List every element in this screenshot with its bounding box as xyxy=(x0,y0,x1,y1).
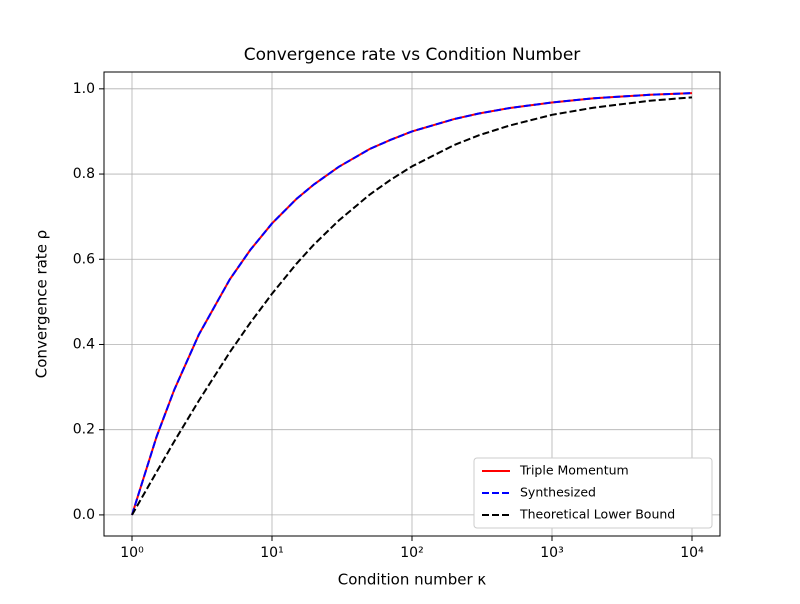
plot-frame xyxy=(103,71,721,537)
y-tick-label: 0.2 xyxy=(73,422,95,438)
x-tick-label: 10⁴ xyxy=(680,545,704,561)
x-axis-label: Condition number κ xyxy=(338,571,487,589)
x-tick-label: 10⁰ xyxy=(120,545,144,561)
y-axis-label: Convergence rate ρ xyxy=(33,230,51,378)
x-tick-label: 10² xyxy=(400,545,423,561)
x-tick-label: 10³ xyxy=(540,545,563,561)
data-line xyxy=(131,92,693,516)
legend-label: Synthesized xyxy=(520,485,596,500)
y-tick-label: 0.6 xyxy=(73,251,95,267)
chart-title: Convergence rate vs Condition Number xyxy=(244,45,581,65)
y-tick-label: 0.8 xyxy=(73,166,95,182)
y-tick-label: 0.0 xyxy=(73,507,95,523)
data-line xyxy=(131,96,693,516)
legend-label: Theoretical Lower Bound xyxy=(519,507,675,522)
legend-label: Triple Momentum xyxy=(519,463,629,478)
x-tick-label: 10¹ xyxy=(260,545,283,561)
y-tick-label: 0.4 xyxy=(73,336,95,352)
y-tick-label: 1.0 xyxy=(73,81,95,97)
legend-box xyxy=(473,457,713,529)
